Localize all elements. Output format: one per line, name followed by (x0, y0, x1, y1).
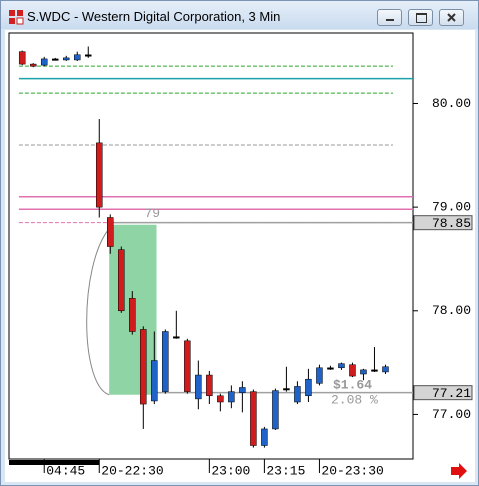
x-tick-label: 04:45 (46, 463, 85, 478)
maximize-button[interactable] (408, 9, 433, 26)
candle-body (18, 51, 26, 65)
close-button[interactable] (439, 9, 464, 26)
candle-body (62, 57, 70, 61)
window-title: S.WDC - Western Digital Corporation, 3 M… (27, 9, 281, 24)
candle-body (118, 249, 125, 312)
candle-body (74, 54, 81, 61)
app-icon (9, 10, 24, 25)
chart: 80.00 79.00 78.00 77.00 04:45 20-22:30 23:00 23… (5, 30, 475, 482)
candle-body (338, 363, 345, 369)
candle-body (239, 387, 246, 393)
x-tick-label: 20-23:30 (321, 463, 383, 478)
price-marker (413, 385, 473, 401)
candle-body (29, 63, 37, 67)
candle-body (250, 391, 257, 446)
candle-body (184, 340, 191, 392)
candle-body (283, 388, 290, 391)
price-marker (413, 215, 473, 231)
candle-body (206, 374, 213, 397)
candle-body (327, 367, 334, 370)
candle-body (316, 367, 323, 384)
y-tick-label: 80.00 (432, 96, 471, 111)
candle-body (195, 374, 202, 400)
candle-body (140, 329, 147, 405)
candle-body (371, 369, 378, 372)
change-amount: $1.64 (333, 377, 372, 392)
title-bar: S.WDC - Western Digital Corporation, 3 M… (1, 1, 478, 29)
candle-body (382, 366, 389, 373)
candle-body (360, 369, 367, 375)
level-annotation: 79 (145, 206, 161, 221)
x-tick-label: 23:15 (266, 463, 305, 478)
price-marker-label: 78.85 (432, 216, 471, 231)
x-tick-label: 23:00 (211, 463, 250, 478)
scroll-bar[interactable] (9, 460, 99, 465)
candle-body (85, 54, 92, 57)
y-tick-label: 77.00 (432, 407, 471, 422)
candle-body (151, 360, 158, 402)
scroll-arrow[interactable] (451, 463, 467, 479)
candle-body (272, 390, 279, 430)
candle-body (294, 386, 301, 403)
candle-body (305, 378, 312, 397)
candle-body (173, 336, 180, 339)
candle-body (228, 391, 235, 403)
candle-body (261, 428, 268, 446)
candle-body (349, 364, 356, 377)
candle-body (96, 142, 103, 208)
price-marker-label: 77.21 (432, 386, 471, 401)
candle-body (40, 58, 48, 66)
candle-body (217, 395, 224, 403)
candle-body (51, 58, 59, 61)
candle-body (107, 217, 114, 247)
x-tick-label: 20-22:30 (101, 463, 163, 478)
minimize-button[interactable] (377, 9, 402, 26)
candle-body (129, 298, 136, 332)
y-tick-label: 79.00 (432, 200, 471, 215)
y-tick-label: 78.00 (432, 303, 471, 318)
selection-arc (86, 228, 110, 396)
candle-body (162, 331, 169, 392)
change-percent: 2.08 % (331, 392, 378, 407)
